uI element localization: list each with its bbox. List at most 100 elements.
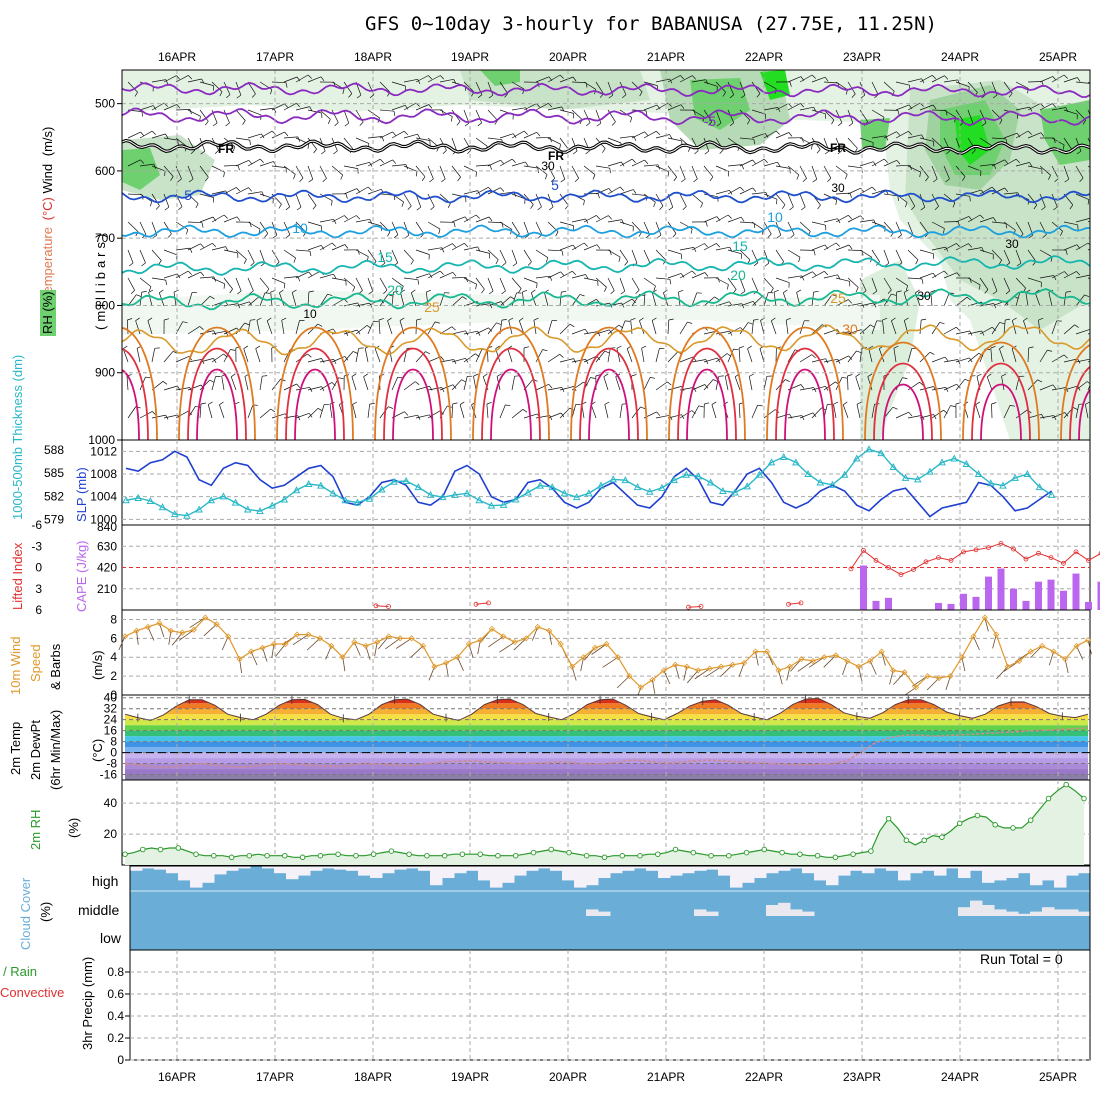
wind-barb-flag [620,290,626,295]
wind-barb [295,249,311,252]
wind-barb-flag [441,387,445,393]
thickness-marker [329,489,337,497]
wind-barb-flag [837,122,843,127]
wind-barb [751,158,765,167]
wind-barb-flag [855,287,859,293]
wind-barb [931,193,939,207]
wind-barb [343,165,358,169]
ytick-label-pressure: 500 [95,97,115,111]
wind-barb [374,348,381,363]
wind-barb [590,404,597,419]
rh2m-marker [140,846,146,853]
wind-barb [823,358,838,363]
wind-barb-flag [401,286,404,292]
wind-barb-flag [212,122,218,127]
wind-barb [223,249,238,254]
wind-barb-flag [334,122,339,127]
wind-barb [1015,162,1030,167]
wind-barb [163,351,174,363]
rh-contour-label: 30 [541,159,555,173]
wind-barb [833,404,837,419]
wind-barb [295,165,304,179]
thickness-marker [170,510,179,518]
wind-barb [163,221,172,234]
wind-barb [319,359,334,363]
wind-barb-flag [270,408,275,413]
wind-barb [1039,415,1054,419]
wind-speed-marker [878,648,885,655]
wind-barb-flag [746,119,751,125]
wind-barb [1051,165,1059,179]
wind-barb-flag [392,159,397,164]
wind-speed-line [121,614,1092,691]
ytick-label-li: 6 [35,603,42,617]
day-label-top: 19APR [451,50,489,64]
wind-barb-flag [971,149,976,154]
li-marker [1036,550,1041,556]
wind-barb-flag [439,270,444,275]
wind-barb-flag [896,160,901,165]
wind-barb-flag [213,358,217,363]
wind-barb-flag [956,243,961,248]
day-label-bottom: 18APR [354,1070,392,1084]
wind-barb [352,404,357,419]
cloud-high-block [478,866,491,881]
wind-barb [523,277,538,284]
wind-barb-10m [694,668,710,680]
wind-speed-marker [488,625,495,632]
wind-barb-flag [848,122,854,127]
wind-barb [571,359,586,363]
wind-barb [473,376,477,391]
wind-barb-flag [882,317,888,321]
wind-barb [403,277,418,281]
wind-barb [859,249,873,258]
wind-barb [1051,193,1058,208]
wind-barb [775,165,790,169]
wind-barb [787,76,802,83]
wind-barb [999,348,1005,363]
wind-barb-flag [753,262,759,267]
thickness-marker [377,485,386,493]
wind-speed-marker [855,663,862,670]
wind-barb [255,348,261,363]
wind-barb-flag [501,319,507,321]
wind-speed-marker [935,674,943,682]
wind-barb-flag [135,317,140,321]
wind-barb [891,320,897,335]
wind-speed-marker [706,665,713,672]
wind-barb [199,216,214,223]
wind-barb-flag [530,204,534,209]
wind-barb [631,159,645,167]
thickness-marker [706,478,715,486]
wind-barb-flag [812,271,817,276]
wind-barb [619,221,634,227]
wind-barb-flag [569,323,575,328]
wind-barb [451,137,458,152]
wind-barb [523,131,537,139]
li-marker [923,559,929,565]
wind-barb [787,165,800,176]
wind-barb-flag [753,139,756,145]
cloud-middle-block [1018,913,1031,916]
wind-barb [367,221,382,227]
cloud-high-block [442,866,455,878]
wind-speed-marker [202,614,209,621]
wind-barb-flag [434,321,440,324]
thickness-marker [146,497,155,505]
wind-barb [655,249,667,261]
wind-speed-marker [236,656,243,663]
ytick-label-thickness: 585 [44,466,64,480]
wind-barb [475,186,489,195]
cloud-high-block [394,866,407,870]
warm-contour-arch [122,327,158,440]
wind-barb [163,273,178,279]
wind-barb [847,329,862,335]
wind-barb-flag [482,373,488,378]
wind-barb-flag [618,256,621,262]
wind-barb [522,292,525,307]
cape-bar [872,600,880,610]
wind-barb [655,165,669,173]
freezing-label: FR [218,142,234,156]
wind-barb [763,107,778,111]
